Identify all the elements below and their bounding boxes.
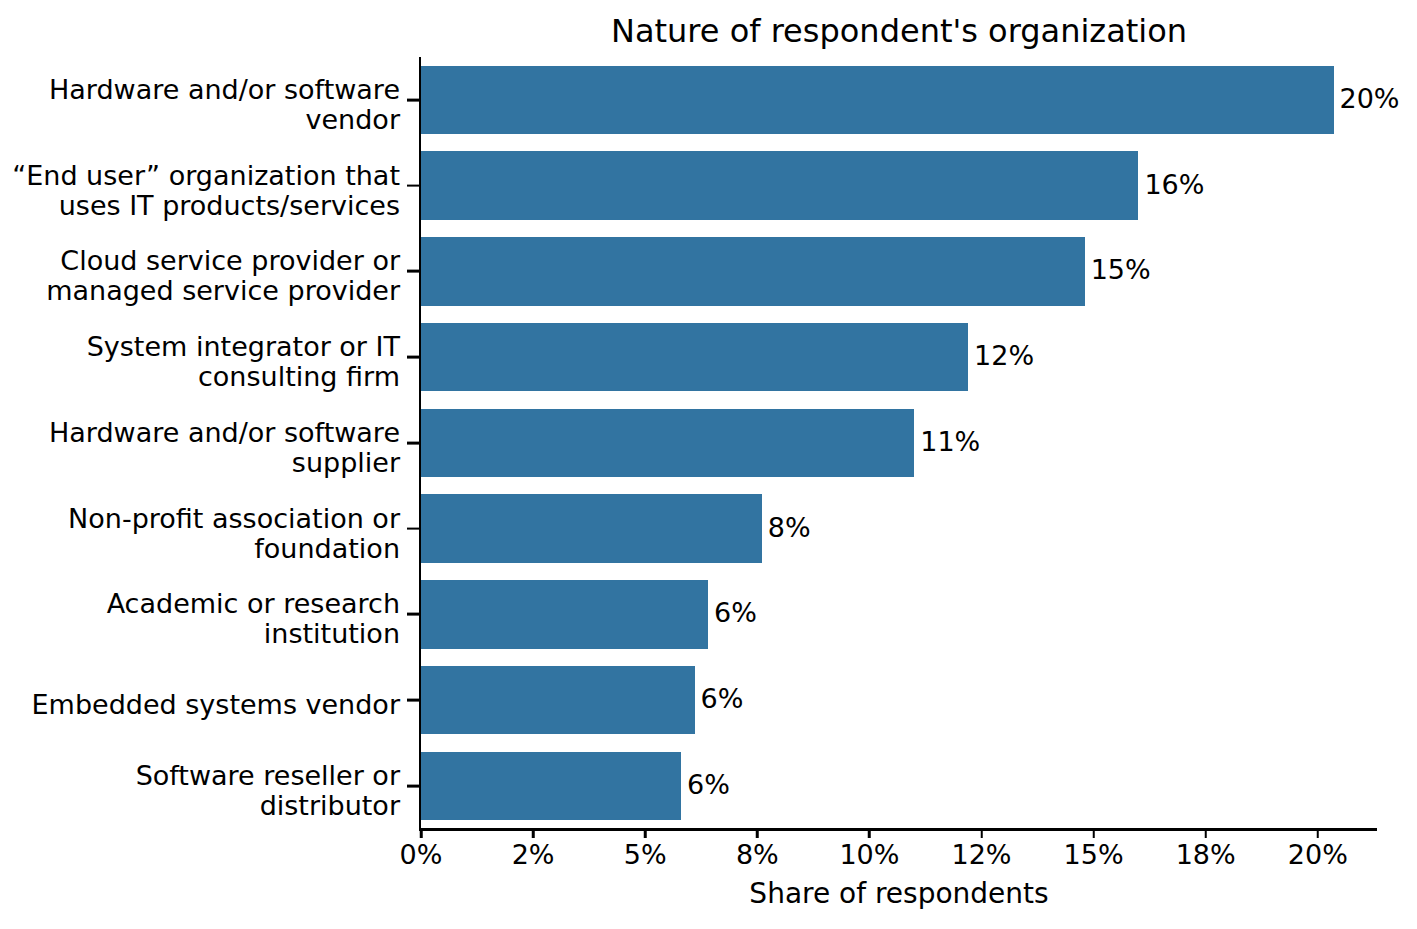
bar: [421, 666, 695, 735]
x-tick-mark: [420, 830, 423, 838]
category-label: System integrator or IT consulting firm: [0, 332, 400, 392]
x-axis-line: [419, 828, 1378, 831]
x-tick-mark: [1092, 830, 1095, 838]
y-tick-mark: [407, 270, 419, 273]
bar-value-label: 20%: [1340, 82, 1400, 113]
bar: [421, 752, 681, 821]
bar-value-label: 12%: [974, 340, 1034, 371]
category-label: Academic or research institution: [0, 589, 400, 649]
bar-value-label: 6%: [714, 597, 757, 628]
bar-value-label: 6%: [701, 683, 744, 714]
x-tick-label: 18%: [1176, 839, 1236, 870]
y-tick-mark: [407, 527, 419, 530]
x-tick-mark: [532, 830, 535, 838]
x-tick-mark: [644, 830, 647, 838]
category-label: Hardware and/or software supplier: [0, 418, 400, 478]
y-tick-mark: [407, 98, 419, 101]
bar-value-label: 6%: [687, 768, 730, 799]
y-tick-mark: [407, 699, 419, 702]
x-tick-mark: [756, 830, 759, 838]
category-label: Software reseller or distributor: [0, 761, 400, 821]
bar: [421, 580, 708, 649]
y-tick-mark: [407, 356, 419, 359]
x-tick-label: 8%: [736, 839, 779, 870]
x-tick-mark: [868, 830, 871, 838]
x-tick-mark: [980, 830, 983, 838]
y-tick-mark: [407, 785, 419, 788]
bar: [421, 151, 1138, 220]
x-tick-mark: [1317, 830, 1320, 838]
y-tick-mark: [407, 613, 419, 616]
y-tick-mark: [407, 184, 419, 187]
category-label: Cloud service provider or managed servic…: [0, 246, 400, 306]
x-tick-label: 5%: [624, 839, 667, 870]
x-tick-mark: [1204, 830, 1207, 838]
bar-value-label: 11%: [920, 425, 980, 456]
bar: [421, 409, 914, 478]
category-label: “End user” organization that uses IT pro…: [0, 161, 400, 221]
bar-chart: Nature of respondent's organization Hard…: [0, 0, 1417, 929]
bar: [421, 66, 1334, 135]
category-label: Hardware and/or software vendor: [0, 75, 400, 135]
bar-value-label: 16%: [1144, 168, 1204, 199]
y-tick-mark: [407, 441, 419, 444]
bar: [421, 237, 1085, 306]
x-tick-label: 0%: [400, 839, 443, 870]
chart-title: Nature of respondent's organization: [421, 13, 1377, 49]
x-axis-title: Share of respondents: [421, 877, 1377, 910]
bar-value-label: 15%: [1091, 254, 1151, 285]
x-tick-label: 20%: [1288, 839, 1348, 870]
category-label: Embedded systems vendor: [0, 690, 400, 720]
x-tick-label: 12%: [951, 839, 1011, 870]
bar: [421, 494, 762, 563]
x-tick-label: 10%: [839, 839, 899, 870]
x-tick-label: 15%: [1064, 839, 1124, 870]
bar-value-label: 8%: [768, 511, 811, 542]
x-tick-label: 2%: [512, 839, 555, 870]
bar: [421, 323, 968, 392]
category-label: Non-profit association or foundation: [0, 504, 400, 564]
